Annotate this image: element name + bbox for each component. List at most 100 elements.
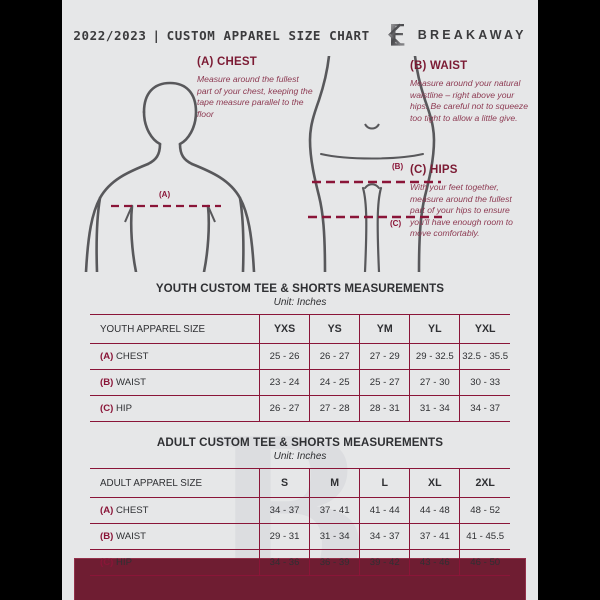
- table-row: (A) CHEST 34 - 37 37 - 41 41 - 44 44 - 4…: [90, 497, 510, 524]
- adult-table-unit: Unit: Inches: [273, 451, 327, 462]
- adult-row-waist-name: WAIST: [116, 531, 147, 542]
- youth-col-yxl: YXL: [459, 314, 510, 344]
- note-chest-body: Measure around the fullest part of your …: [197, 74, 313, 119]
- adult-chest-2xl: 48 - 52: [459, 497, 510, 524]
- note-chest-heading: (A) CHEST: [197, 56, 257, 68]
- breakaway-b-logo-icon: [387, 23, 405, 46]
- measurement-diagram: (A) (B) (C): [62, 54, 538, 272]
- table-row: (B) WAIST 23 - 24 24 - 25 25 - 27 27 - 3…: [90, 369, 510, 396]
- youth-chest-yxl: 32.5 - 35.5: [459, 343, 510, 370]
- note-waist-heading: (B) WAIST: [410, 60, 468, 72]
- adult-chest-l: 41 - 44: [359, 497, 410, 524]
- youth-col-yl: YL: [409, 314, 460, 344]
- brand-name: BREAKAWAY: [417, 28, 527, 42]
- table-row: (A) CHEST 25 - 26 26 - 27 27 - 29 29 - 3…: [90, 343, 510, 370]
- adult-chest-m: 37 - 41: [309, 497, 360, 524]
- youth-row-waist-label: (B) WAIST: [90, 369, 260, 396]
- adult-waist-2xl: 41 - 45.5: [459, 523, 510, 550]
- adult-waist-m: 31 - 34: [309, 523, 360, 550]
- adult-size-table: ADULT APPAREL SIZE S M L XL 2XL (A) CHES…: [90, 468, 510, 576]
- chest-marker-label: (A): [159, 190, 171, 199]
- chest-measure-line: [111, 204, 221, 208]
- page-title: CUSTOM APPAREL SIZE CHART: [166, 27, 370, 43]
- youth-hip-yl: 31 - 34: [409, 395, 460, 422]
- hip-measure-line: [308, 215, 442, 219]
- brand-lockup: BREAKAWAY: [386, 22, 527, 48]
- youth-row-chest-name: CHEST: [116, 351, 149, 362]
- youth-waist-ys: 24 - 25: [309, 369, 360, 396]
- youth-chest-yl: 29 - 32.5: [409, 343, 460, 370]
- adult-row-hip-code: (C): [100, 557, 114, 568]
- adult-table-title: ADULT CUSTOM TEE & SHORTS MEASUREMENTS: [156, 436, 444, 449]
- header-separator: |: [152, 27, 161, 43]
- adult-table-header-row: ADULT APPAREL SIZE S M L XL 2XL: [90, 468, 510, 498]
- adult-chest-xl: 44 - 48: [409, 497, 460, 524]
- youth-chest-ym: 27 - 29: [359, 343, 410, 370]
- adult-row-waist-code: (B): [100, 531, 114, 542]
- youth-waist-yxs: 23 - 24: [258, 369, 310, 396]
- adult-col-m: M: [309, 468, 360, 498]
- youth-table-title: YOUTH CUSTOM TEE & SHORTS MEASUREMENTS: [155, 282, 445, 295]
- waist-marker-label: (B): [392, 162, 404, 171]
- youth-row-hip-name: HIP: [116, 403, 132, 414]
- note-waist-body: Measure around your natural waistline – …: [410, 78, 529, 123]
- youth-col-ym: YM: [359, 314, 410, 344]
- front-body-silhouette: [84, 81, 256, 272]
- note-hips-body: With your feet together, measure around …: [410, 182, 513, 239]
- size-chart-page: B 2022/2023 | CUSTOM APPAREL SIZE CHART: [62, 0, 538, 600]
- table-row: (B) WAIST 29 - 31 31 - 34 34 - 37 37 - 4…: [90, 523, 510, 550]
- youth-hip-ym: 28 - 31: [359, 395, 410, 422]
- youth-row-hip-label: (C) HIP: [90, 395, 260, 422]
- adult-col-xl: XL: [409, 468, 460, 498]
- youth-waist-ym: 25 - 27: [359, 369, 410, 396]
- adult-col-2xl: 2XL: [459, 468, 510, 498]
- youth-hip-ys: 27 - 28: [309, 395, 360, 422]
- back-body-silhouette: [308, 56, 436, 272]
- hip-marker-label: (C): [390, 219, 402, 228]
- adult-size-label: ADULT APPAREL SIZE: [90, 468, 260, 498]
- adult-row-chest-label: (A) CHEST: [90, 497, 260, 524]
- youth-chest-ys: 26 - 27: [309, 343, 360, 370]
- youth-row-chest-label: (A) CHEST: [90, 343, 260, 370]
- youth-waist-yxl: 30 - 33: [459, 369, 510, 396]
- youth-hip-yxs: 26 - 27: [258, 395, 310, 422]
- youth-row-chest-code: (A): [100, 351, 114, 362]
- adult-row-waist-label: (B) WAIST: [90, 523, 260, 550]
- youth-chest-yxs: 25 - 26: [258, 343, 310, 370]
- waist-measure-line: [312, 180, 441, 184]
- youth-waist-yl: 27 - 30: [409, 369, 460, 396]
- adult-row-chest-code: (A): [100, 505, 114, 516]
- youth-size-table: YOUTH APPAREL SIZE YXS YS YM YL YXL (A) …: [90, 314, 510, 422]
- adult-row-hip-label: (C) HIP: [90, 549, 260, 576]
- adult-hip-l: 39 - 42: [359, 549, 410, 576]
- adult-hip-s: 34 - 36: [258, 549, 310, 576]
- youth-table-unit: Unit: Inches: [273, 297, 327, 308]
- adult-table-section: ADULT CUSTOM TEE & SHORTS MEASUREMENTS U…: [90, 436, 510, 576]
- note-hips: (C) HIPS With your feet together, measur…: [410, 164, 528, 240]
- adult-col-s: S: [258, 468, 310, 498]
- note-chest: (A) CHEST Measure around the fullest par…: [197, 56, 315, 120]
- adult-waist-s: 29 - 31: [258, 523, 310, 550]
- youth-table-section: YOUTH CUSTOM TEE & SHORTS MEASUREMENTS U…: [90, 282, 510, 422]
- table-row: (C) HIP 26 - 27 27 - 28 28 - 31 31 - 34 …: [90, 395, 510, 422]
- note-hips-heading: (C) HIPS: [410, 164, 458, 176]
- adult-hip-xl: 43 - 46: [409, 549, 460, 576]
- youth-row-waist-code: (B): [100, 377, 114, 388]
- page-header: 2022/2023 | CUSTOM APPAREL SIZE CHART: [62, 0, 538, 48]
- adult-chest-s: 34 - 37: [258, 497, 310, 524]
- note-waist: (B) WAIST Measure around your natural wa…: [410, 60, 528, 124]
- adult-row-hip-name: HIP: [116, 557, 132, 568]
- youth-table-header-row: YOUTH APPAREL SIZE YXS YS YM YL YXL: [90, 314, 510, 344]
- youth-row-waist-name: WAIST: [116, 377, 147, 388]
- youth-col-yxs: YXS: [258, 314, 310, 344]
- adult-waist-l: 34 - 37: [359, 523, 410, 550]
- adult-hip-m: 36 - 39: [309, 549, 360, 576]
- adult-row-chest-name: CHEST: [116, 505, 149, 516]
- youth-size-label: YOUTH APPAREL SIZE: [90, 314, 260, 344]
- table-row: (C) HIP 34 - 36 36 - 39 39 - 42 43 - 46 …: [90, 549, 510, 576]
- adult-hip-2xl: 46 - 50: [459, 549, 510, 576]
- page-content: 2022/2023 | CUSTOM APPAREL SIZE CHART: [62, 0, 538, 576]
- adult-waist-xl: 37 - 41: [409, 523, 460, 550]
- youth-hip-yxl: 34 - 37: [459, 395, 510, 422]
- youth-col-ys: YS: [309, 314, 360, 344]
